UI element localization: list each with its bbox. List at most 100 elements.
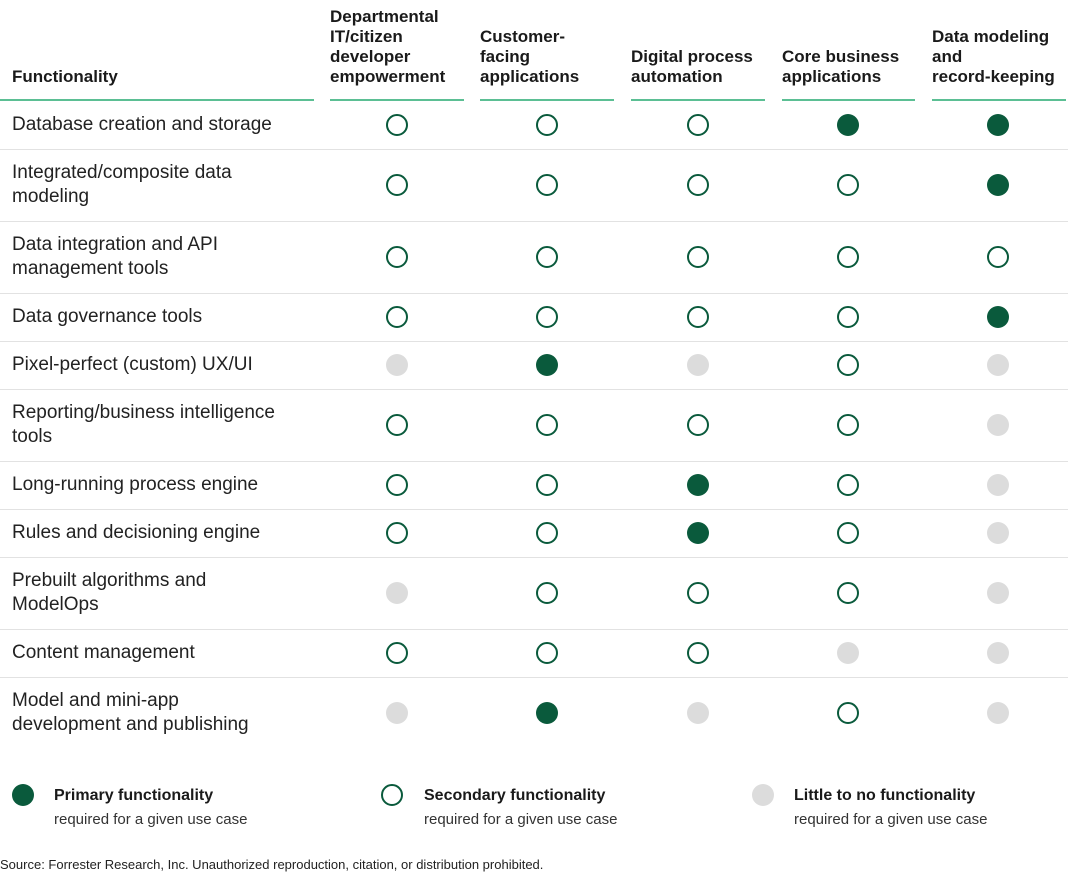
row-label: Rules and decisioning engine (12, 521, 312, 545)
row-label-line: Prebuilt algorithms and (12, 570, 207, 591)
row-label-line: Integrated/composite data (12, 162, 232, 183)
none-legend-subtitle: required for a given use case (794, 811, 988, 828)
column-header-line: empowerment (330, 67, 446, 86)
row-label: Integrated/composite data modeling (12, 161, 312, 209)
secondary-functionality-indicator (837, 354, 859, 376)
none-legend-title: Little to no functionality (794, 787, 976, 804)
secondary-functionality-indicator (536, 246, 558, 268)
primary-functionality-indicator (536, 702, 558, 724)
row-divider (0, 149, 1068, 150)
secondary-functionality-indicator (837, 246, 859, 268)
row-label-line: Content management (12, 642, 195, 663)
secondary-functionality-indicator (837, 174, 859, 196)
secondary-functionality-indicator (687, 582, 709, 604)
primary-legend-title: Primary functionality (54, 787, 214, 804)
secondary-functionality-indicator (536, 306, 558, 328)
none-functionality-indicator (987, 582, 1009, 604)
row-divider (0, 509, 1068, 510)
header-underline (330, 99, 464, 101)
secondary-functionality-indicator (837, 414, 859, 436)
primary-functionality-indicator (687, 474, 709, 496)
column-header-line: developer (330, 47, 411, 66)
secondary-functionality-indicator (386, 306, 408, 328)
primary-legend-subtitle: required for a given use case (54, 811, 248, 828)
none-functionality-indicator (386, 702, 408, 724)
secondary-functionality-indicator (536, 522, 558, 544)
row-label: Database creation and storage (12, 113, 312, 137)
row-divider (0, 221, 1068, 222)
row-label: Reporting/business intelligence tools (12, 401, 312, 449)
secondary-functionality-indicator (386, 642, 408, 664)
row-divider (0, 293, 1068, 294)
source-note: Source: Forrester Research, Inc. Unautho… (0, 857, 544, 872)
secondary-functionality-indicator (536, 174, 558, 196)
header-underline (932, 99, 1066, 101)
secondary-functionality-indicator (837, 702, 859, 724)
row-divider (0, 389, 1068, 390)
column-header-5: Data modeling and record-keeping (932, 27, 1055, 87)
secondary-functionality-indicator (837, 306, 859, 328)
secondary-functionality-indicator (687, 246, 709, 268)
column-header-functionality: Functionality (12, 67, 118, 86)
none-functionality-indicator (987, 354, 1009, 376)
row-label: Data integration and API management tools (12, 233, 312, 281)
secondary-functionality-indicator (536, 414, 558, 436)
secondary-functionality-indicator (687, 306, 709, 328)
column-header-line: Departmental (330, 7, 439, 26)
row-divider (0, 461, 1068, 462)
row-label-line: Model and mini-app (12, 690, 179, 711)
primary-functionality-indicator (987, 306, 1009, 328)
secondary-functionality-indicator (837, 582, 859, 604)
none-functionality-indicator (987, 522, 1009, 544)
secondary-functionality-indicator (687, 174, 709, 196)
secondary-functionality-indicator (687, 414, 709, 436)
row-label-line: Database creation and storage (12, 114, 272, 135)
row-label: Long-running process engine (12, 473, 312, 497)
column-header-2: Customer-facing applications (480, 27, 579, 87)
row-divider (0, 677, 1068, 678)
secondary-functionality-indicator (386, 174, 408, 196)
row-label-line: Long-running process engine (12, 474, 259, 495)
header-underline (631, 99, 765, 101)
primary-legend-icon (12, 784, 34, 806)
row-label-line: ModelOps (12, 594, 99, 615)
none-functionality-indicator (386, 354, 408, 376)
secondary-functionality-indicator (386, 474, 408, 496)
secondary-functionality-indicator (987, 246, 1009, 268)
header-underline (480, 99, 614, 101)
row-label: Content management (12, 641, 312, 665)
header-underline (782, 99, 915, 101)
primary-functionality-indicator (837, 114, 859, 136)
secondary-functionality-indicator (536, 114, 558, 136)
column-header-line: IT/citizen (330, 27, 403, 46)
primary-functionality-indicator (987, 114, 1009, 136)
row-divider (0, 341, 1068, 342)
column-header-4: Core business applications (782, 47, 899, 87)
row-label: Pixel-perfect (custom) UX/UI (12, 353, 312, 377)
secondary-functionality-indicator (536, 642, 558, 664)
row-label-line: Pixel-perfect (custom) UX/UI (12, 354, 253, 375)
row-label-line: Reporting/business intelligence (12, 402, 275, 423)
row-label-line: development and publishing (12, 714, 249, 735)
none-functionality-indicator (687, 702, 709, 724)
secondary-functionality-indicator (386, 246, 408, 268)
header-underline (0, 99, 314, 101)
secondary-functionality-indicator (687, 642, 709, 664)
row-label-line: tools (12, 426, 53, 447)
secondary-legend-icon (381, 784, 403, 806)
column-header-3: Digital process automation (631, 47, 753, 87)
none-functionality-indicator (987, 414, 1009, 436)
row-label-line: Data governance tools (12, 306, 203, 327)
secondary-functionality-indicator (837, 474, 859, 496)
secondary-functionality-indicator (837, 522, 859, 544)
none-functionality-indicator (987, 642, 1009, 664)
column-header-line: record-keeping (932, 67, 1055, 86)
column-header-line: Customer- (480, 27, 566, 46)
secondary-functionality-indicator (386, 522, 408, 544)
column-header-line: Data modeling (932, 27, 1050, 46)
row-label: Model and mini-app development and publis… (12, 689, 312, 737)
primary-functionality-indicator (536, 354, 558, 376)
column-header-line: and (932, 47, 963, 66)
row-label: Data governance tools (12, 305, 312, 329)
column-header-line: applications (480, 67, 580, 86)
